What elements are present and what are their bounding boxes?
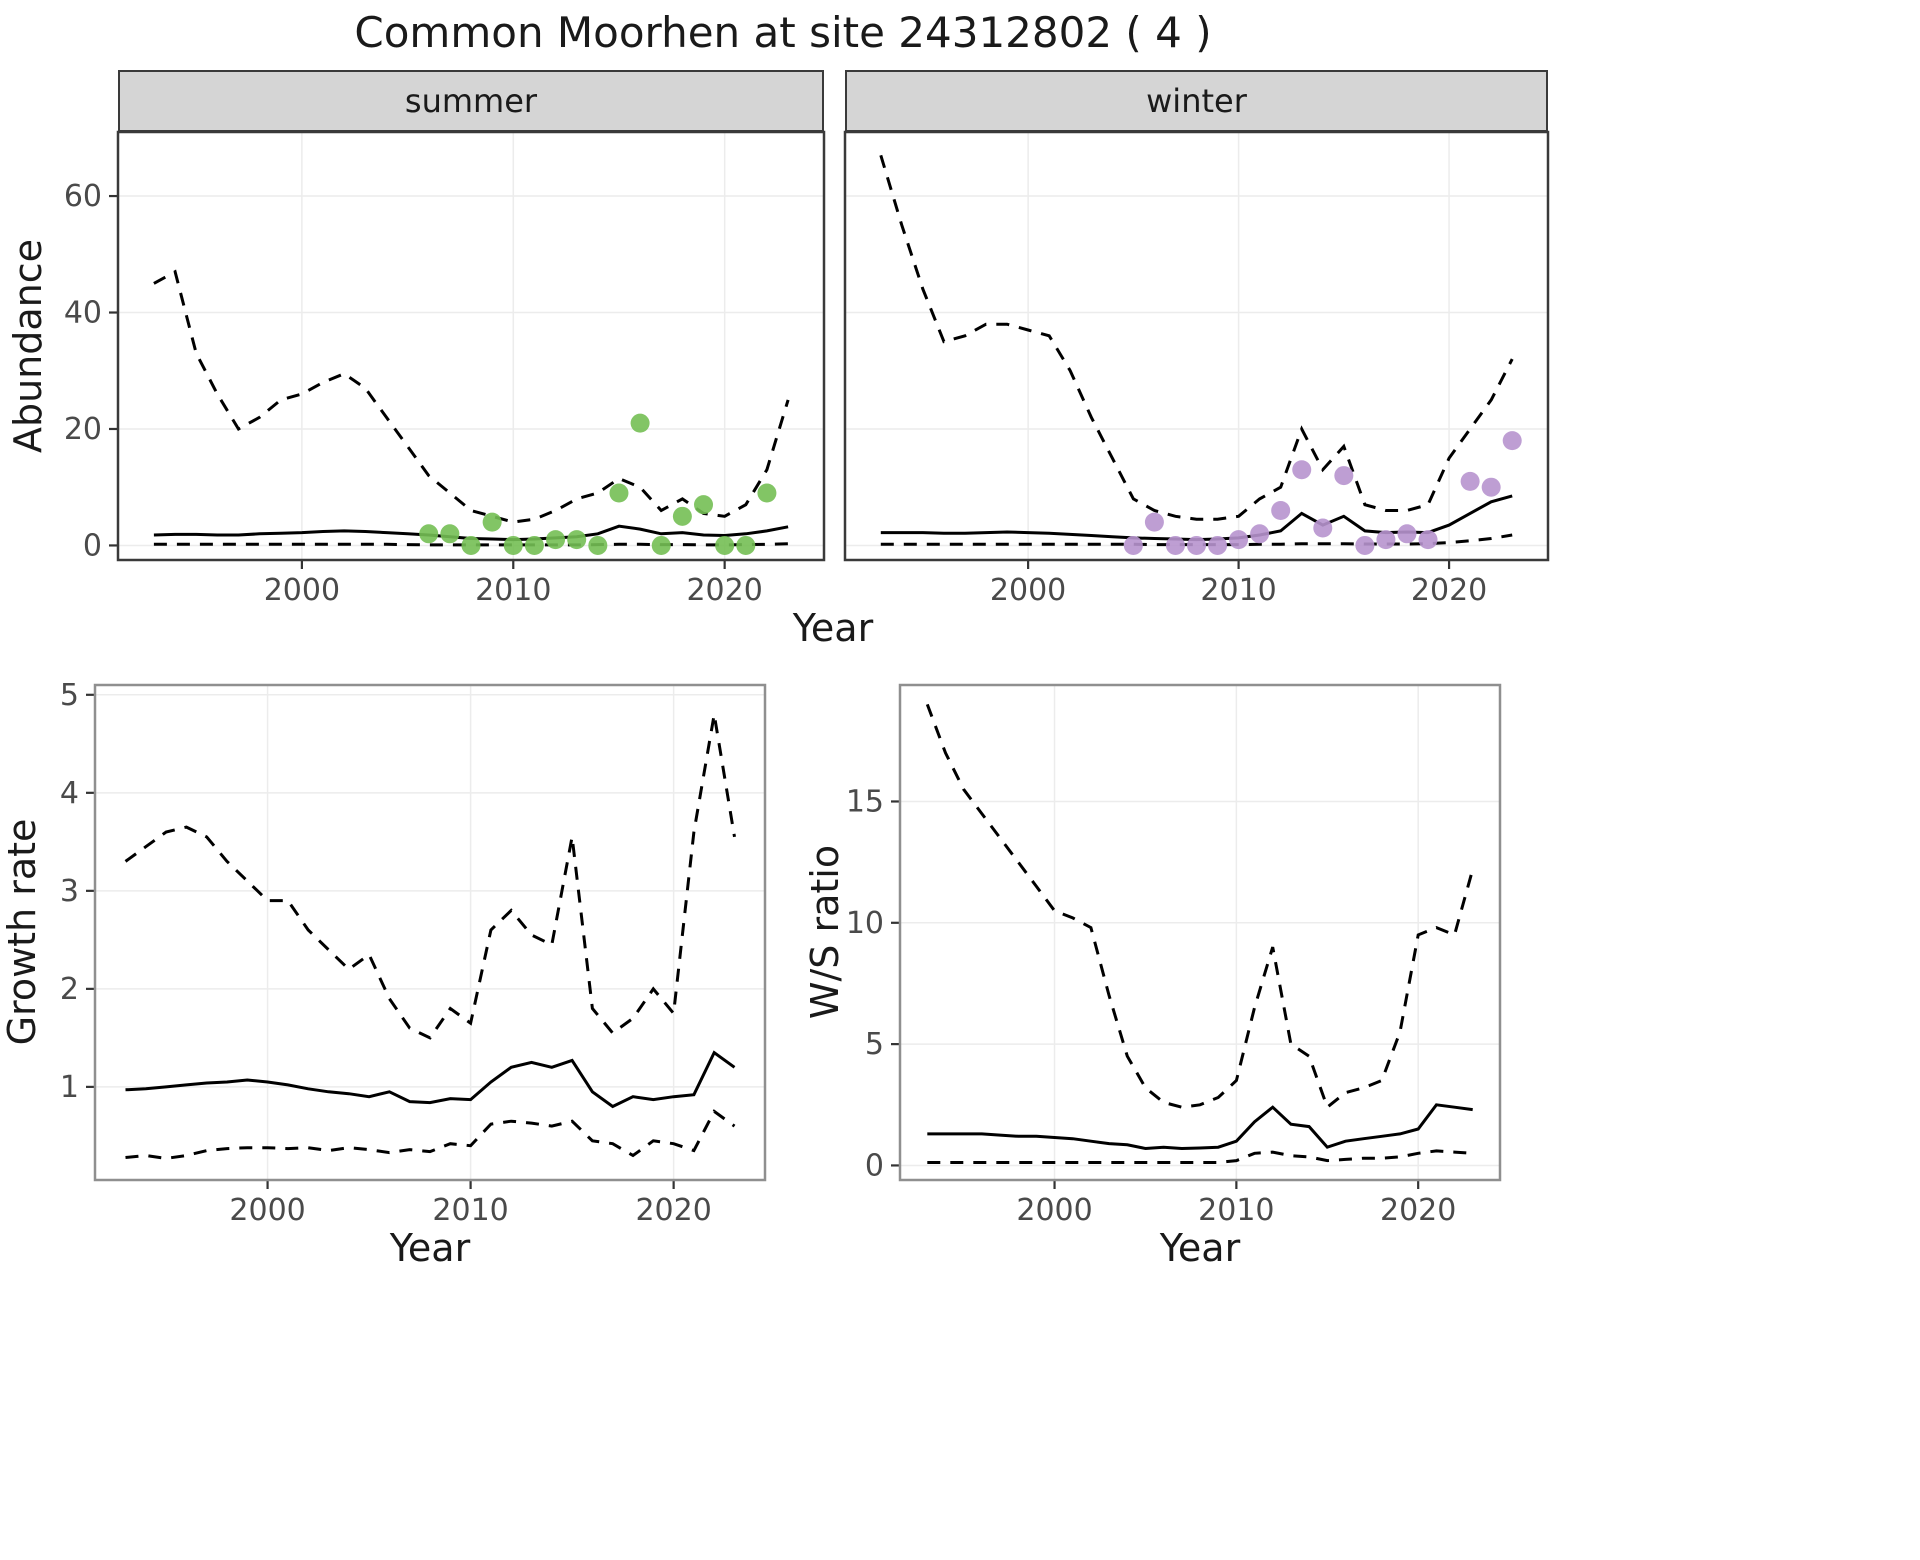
facet-strip-winter: winter	[845, 70, 1548, 132]
y-tick-label: 40	[64, 296, 102, 331]
observed-summer-point	[672, 506, 692, 526]
y-tick-label: 0	[83, 528, 102, 563]
observed-summer-point	[482, 512, 502, 532]
observed-winter-point	[1292, 460, 1312, 480]
y-tick-label: 10	[846, 906, 884, 941]
series-mean	[927, 1103, 1473, 1151]
observed-summer-point	[757, 483, 777, 503]
panel-background	[118, 132, 824, 560]
series-upper-ci	[925, 703, 1475, 1110]
series-mean	[125, 1050, 736, 1109]
observed-winter-point	[1144, 512, 1164, 532]
growth-rate-chart: 2000 2010 2020 1 2 3 4 5	[60, 678, 767, 1228]
x-tick-label: 2000	[990, 573, 1066, 608]
year-axis-title-growth: Year	[389, 1226, 471, 1270]
chart-title: Common Moorhen at site 24312802 ( 4 )	[354, 8, 1212, 57]
observed-winter-point	[1271, 501, 1291, 521]
x-tick-label: 2020	[686, 573, 762, 608]
x-tick-label: 2010	[432, 1193, 508, 1228]
panel-background	[95, 685, 765, 1180]
series-upper-ci	[124, 714, 736, 1040]
observed-summer-point	[546, 530, 566, 550]
observed-summer-point	[715, 535, 735, 555]
panel-background	[845, 132, 1548, 560]
x-tick-label: 2010	[475, 573, 551, 608]
observed-winter-point	[1502, 431, 1522, 451]
observed-winter-point	[1460, 471, 1480, 491]
y-tick-label: 5	[60, 678, 79, 713]
observed-summer-point	[524, 535, 544, 555]
observed-summer-point	[567, 530, 587, 550]
y-tick-label: 0	[865, 1148, 884, 1183]
observed-winter-point	[1187, 535, 1206, 555]
observed-summer-point	[609, 483, 629, 503]
observed-winter-point	[1250, 524, 1270, 544]
observed-winter-point	[1397, 524, 1417, 544]
panel-border	[116, 130, 826, 562]
y-tick-label: 20	[64, 412, 102, 447]
observed-summer-point	[694, 495, 714, 515]
panel-border	[843, 130, 1550, 562]
x-tick-label: 2000	[264, 573, 340, 608]
observed-summer-point	[736, 535, 756, 555]
observed-winter-point	[1376, 530, 1396, 550]
observed-winter-point	[1355, 535, 1375, 555]
observed-summer-point	[651, 535, 671, 555]
year-axis-title-top: Year	[792, 606, 874, 650]
observed-summer-point	[461, 535, 481, 555]
facet-strip-summer: summer	[118, 70, 824, 132]
observed-winter-point	[1123, 535, 1143, 555]
observed-summer-point	[630, 413, 650, 433]
ws-ratio-chart: 2000 2010 2020 0 5 10 15	[846, 683, 1502, 1228]
observed-winter-point	[1334, 466, 1354, 486]
observed-winter-point	[1165, 535, 1185, 555]
ws-ratio-axis-title: W/S ratio	[803, 844, 847, 1020]
abundance-axis-title: Abundance	[6, 238, 50, 454]
abundance-winter-chart: 2000 2010 2020	[843, 130, 1550, 608]
observed-winter-point	[1418, 530, 1438, 550]
observed-winter-point	[1481, 477, 1501, 497]
panel-border	[898, 683, 1502, 1182]
y-tick-label: 5	[865, 1027, 884, 1062]
y-tick-label: 15	[846, 784, 884, 819]
x-tick-label: 2000	[1016, 1193, 1092, 1228]
y-tick-label: 60	[64, 179, 102, 214]
growth-rate-axis-title: Growth rate	[0, 818, 44, 1046]
y-tick-label: 1	[60, 1070, 79, 1105]
y-tick-label: 2	[60, 972, 79, 1007]
facet-strip-summer-label: summer	[404, 82, 538, 120]
observed-winter-point	[1229, 530, 1249, 550]
series-upper-ci	[153, 269, 790, 524]
abundance-summer-chart: 2000 2010 2020 0 20 40 60	[64, 130, 826, 608]
observed-summer-point	[440, 524, 460, 544]
series-lower-ci	[125, 1109, 736, 1160]
y-tick-label: 3	[60, 874, 79, 909]
x-tick-label: 2010	[1200, 573, 1276, 608]
observed-summer-point	[503, 535, 523, 555]
x-tick-label: 2010	[1198, 1193, 1274, 1228]
x-tick-label: 2020	[1380, 1193, 1456, 1228]
observed-summer-point	[588, 535, 608, 555]
facet-strip-winter-label: winter	[1146, 82, 1247, 120]
year-axis-title-ws: Year	[1159, 1226, 1241, 1270]
panel-background	[900, 685, 1500, 1180]
x-tick-label: 2020	[635, 1193, 711, 1228]
observed-winter-point	[1208, 535, 1228, 555]
y-tick-label: 4	[60, 776, 79, 811]
observed-winter-point	[1313, 518, 1333, 538]
x-tick-label: 2020	[1411, 573, 1487, 608]
panel-border	[93, 683, 767, 1182]
observed-summer-point	[419, 524, 439, 544]
series-upper-ci	[879, 154, 1514, 521]
x-tick-label: 2000	[229, 1193, 305, 1228]
